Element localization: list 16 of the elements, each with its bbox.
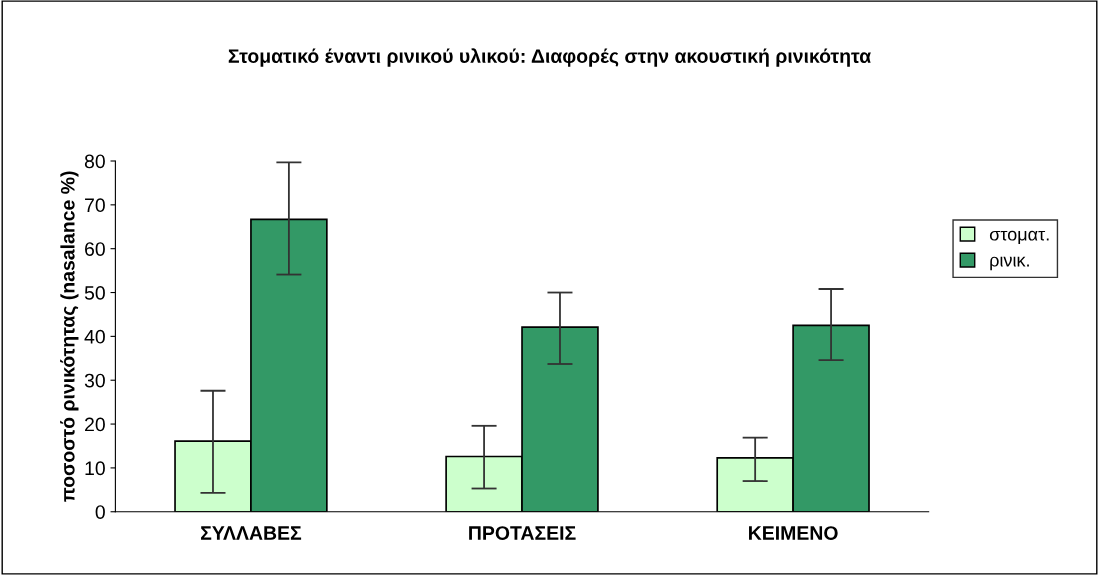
- y-tick-label: 50: [84, 286, 105, 300]
- x-tick-label: ΣΥΛΛΑΒΕΣ: [201, 526, 302, 540]
- y-tick-label: 80: [84, 154, 105, 169]
- chart-title: Στοματικό έναντι ρινικού υλικού: Διαφορές στην ακουστική ρινικότητα: [228, 48, 871, 67]
- y-tick-label: 10: [85, 461, 105, 476]
- y-tick-label: 70: [85, 198, 105, 213]
- y-tick-label: 0: [95, 505, 105, 519]
- y-tick-label: 20: [85, 417, 105, 432]
- x-tick-label: ΚΕΙΜΕΝΟ: [749, 526, 838, 540]
- legend-label: ρινικ.: [990, 256, 1029, 271]
- y-tick-label: 40: [84, 329, 105, 344]
- y-axis-title: ποσοστό ρινικότητας (nasalance %): [60, 171, 79, 502]
- y-tick-label: 60: [85, 242, 105, 256]
- x-tick-label: ΠΡΟΤΑΣΕΙΣ: [469, 526, 576, 540]
- legend-label: στοματ.: [989, 230, 1049, 244]
- y-tick-label: 30: [84, 373, 105, 388]
